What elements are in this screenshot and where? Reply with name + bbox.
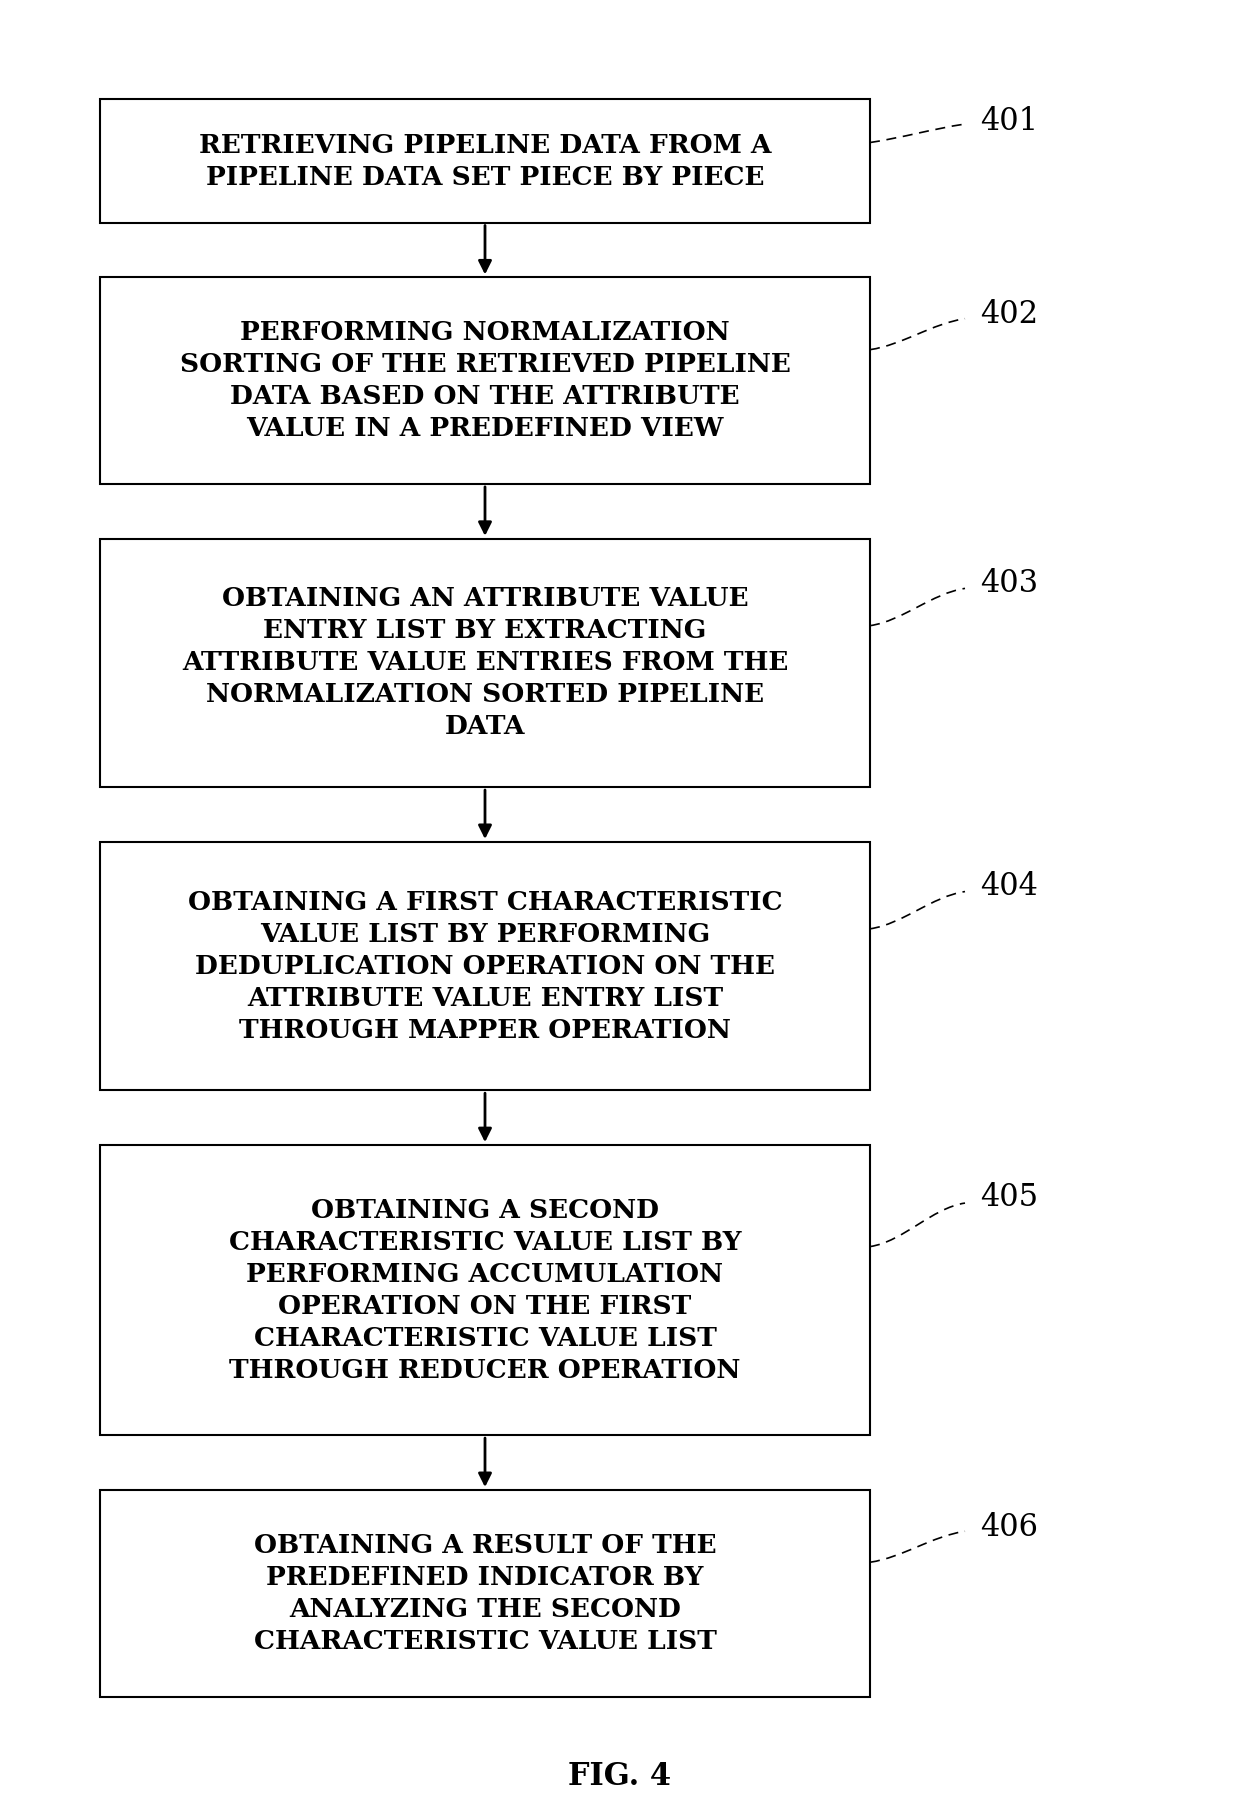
Bar <box>100 278 870 484</box>
Text: PERFORMING NORMALIZATION
SORTING OF THE RETRIEVED PIPELINE
DATA BASED ON THE ATT: PERFORMING NORMALIZATION SORTING OF THE … <box>180 321 790 441</box>
Text: OBTAINING A SECOND
CHARACTERISTIC VALUE LIST BY
PERFORMING ACCUMULATION
OPERATIO: OBTAINING A SECOND CHARACTERISTIC VALUE … <box>228 1198 742 1382</box>
Text: 405: 405 <box>980 1182 1038 1212</box>
Text: OBTAINING A RESULT OF THE
PREDEFINED INDICATOR BY
ANALYZING THE SECOND
CHARACTER: OBTAINING A RESULT OF THE PREDEFINED IND… <box>253 1533 717 1653</box>
Text: RETRIEVING PIPELINE DATA FROM A
PIPELINE DATA SET PIECE BY PIECE: RETRIEVING PIPELINE DATA FROM A PIPELINE… <box>198 133 771 190</box>
Text: 404: 404 <box>980 871 1038 902</box>
Bar <box>100 1490 870 1696</box>
Text: OBTAINING A FIRST CHARACTERISTIC
VALUE LIST BY PERFORMING
DEDUPLICATION OPERATIO: OBTAINING A FIRST CHARACTERISTIC VALUE L… <box>187 889 782 1042</box>
Text: FIG. 4: FIG. 4 <box>568 1761 672 1791</box>
Bar <box>100 99 870 222</box>
Text: 403: 403 <box>980 568 1038 599</box>
Text: 406: 406 <box>980 1511 1038 1542</box>
Bar <box>100 843 870 1090</box>
Text: 402: 402 <box>980 299 1038 330</box>
Text: 401: 401 <box>980 106 1038 136</box>
Text: OBTAINING AN ATTRIBUTE VALUE
ENTRY LIST BY EXTRACTING
ATTRIBUTE VALUE ENTRIES FR: OBTAINING AN ATTRIBUTE VALUE ENTRY LIST … <box>182 586 789 739</box>
Bar <box>100 538 870 787</box>
Bar <box>100 1146 870 1434</box>
